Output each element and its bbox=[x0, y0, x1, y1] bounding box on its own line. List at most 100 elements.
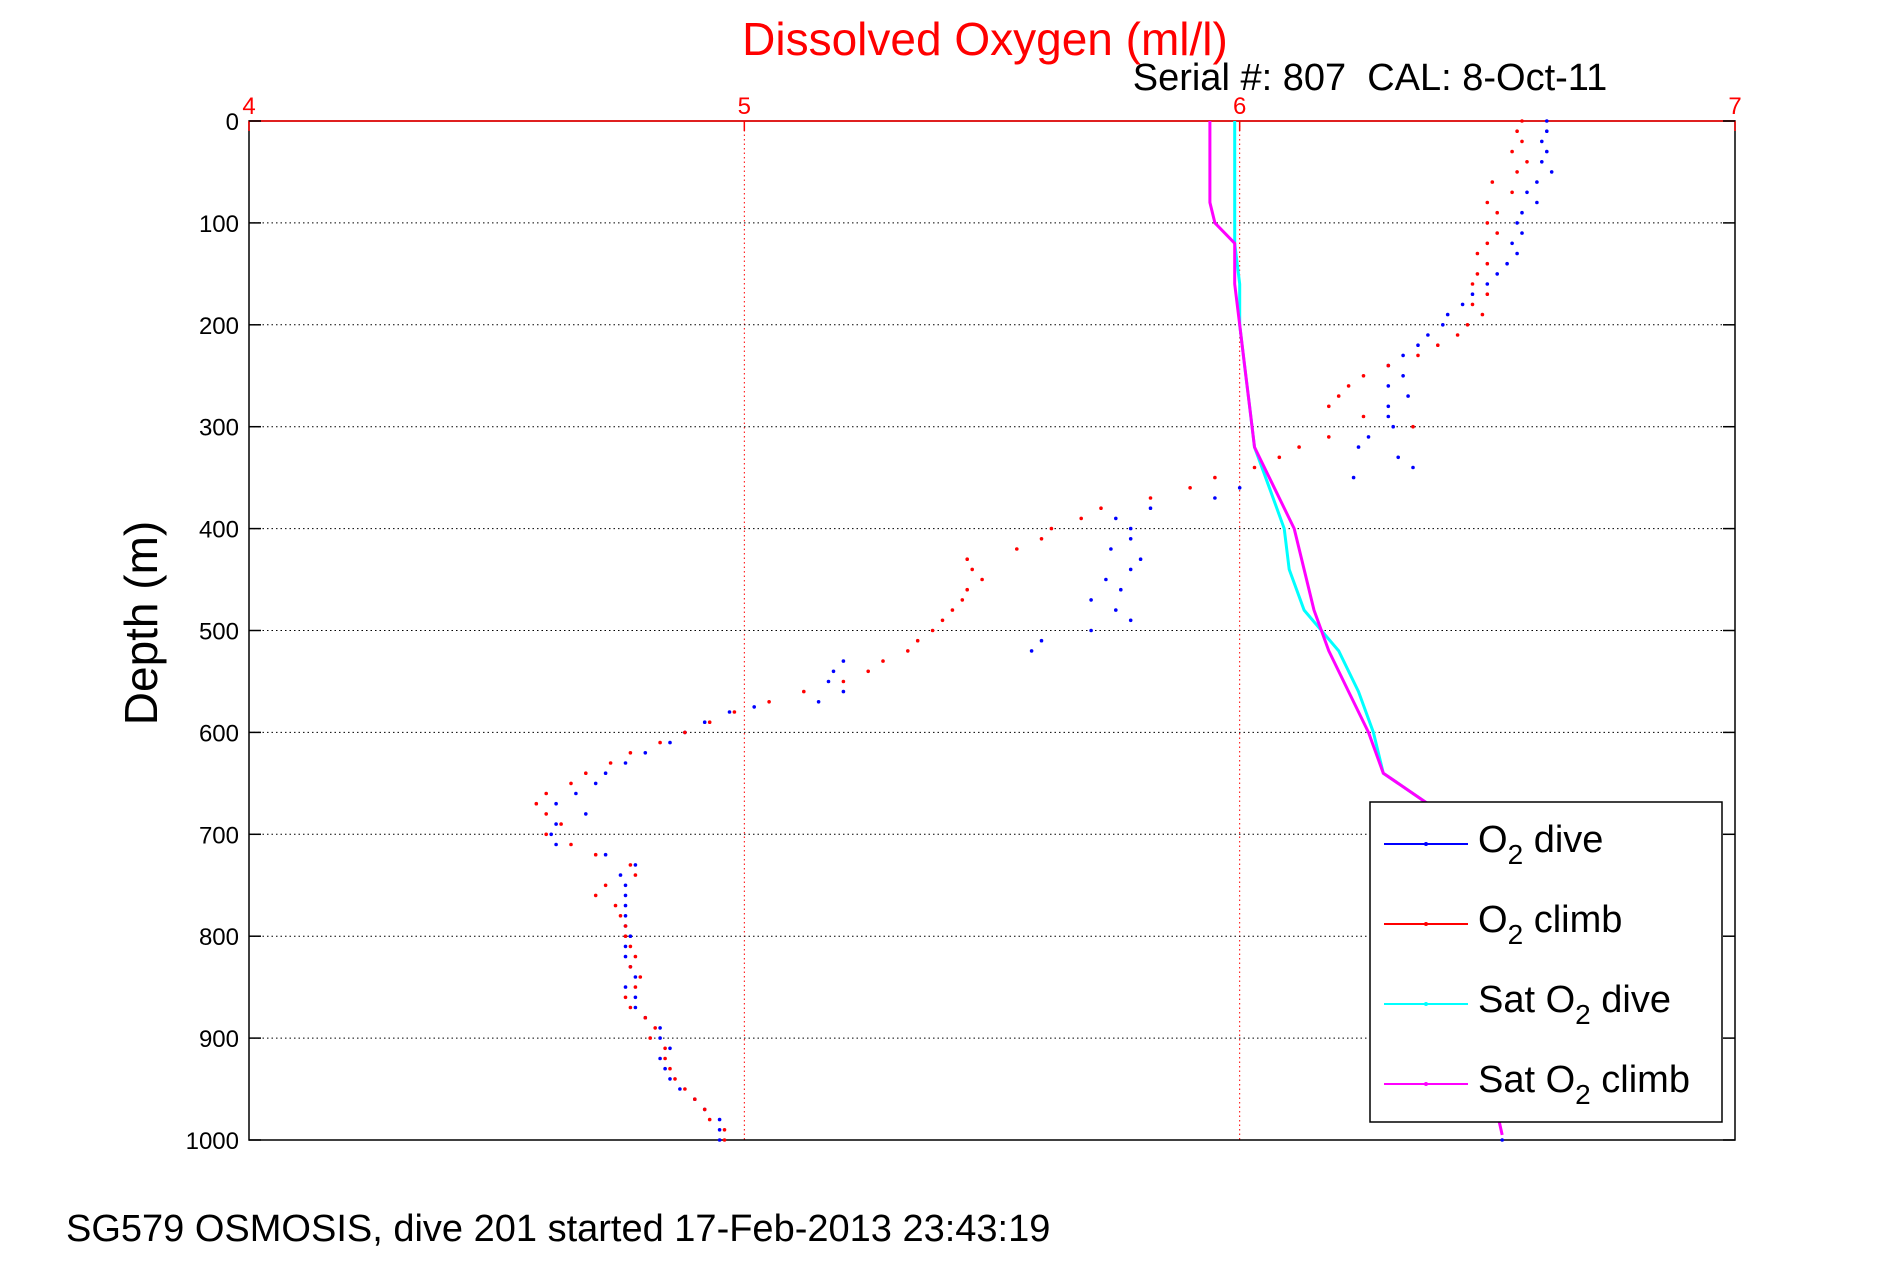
data-point bbox=[841, 689, 846, 694]
data-point bbox=[658, 740, 662, 745]
legend-label: O2 dive bbox=[1478, 819, 1603, 870]
x-tick-label: 5 bbox=[738, 93, 751, 120]
data-point bbox=[584, 771, 588, 775]
data-point bbox=[1485, 282, 1490, 286]
data-point bbox=[643, 1015, 648, 1020]
data-point bbox=[633, 975, 638, 979]
data-point bbox=[1386, 404, 1391, 409]
legend-entry: Sat O2 climb bbox=[1384, 1059, 1690, 1110]
data-point bbox=[1416, 343, 1420, 348]
legend-label-base: Sat O bbox=[1478, 979, 1575, 1021]
chart-title: Dissolved Oxygen (ml/l) bbox=[742, 13, 1228, 65]
series-o2-dive bbox=[549, 119, 1554, 1142]
series-line bbox=[1233, 121, 1429, 805]
y-tick-label: 900 bbox=[199, 1026, 239, 1053]
chart-subtitle: Serial #: 807 CAL: 8-Oct-11 bbox=[1133, 57, 1608, 99]
legend-marker bbox=[1424, 842, 1428, 846]
data-point bbox=[722, 1128, 727, 1132]
data-point bbox=[1495, 231, 1499, 235]
data-point bbox=[1029, 649, 1034, 653]
data-point bbox=[1455, 333, 1460, 337]
data-point bbox=[1545, 119, 1549, 123]
series-sat-o2-climb bbox=[1208, 121, 1504, 1136]
data-point bbox=[678, 1087, 682, 1091]
data-point bbox=[1039, 537, 1044, 541]
data-point bbox=[752, 705, 756, 709]
data-point bbox=[673, 1077, 677, 1081]
data-point bbox=[906, 649, 910, 653]
series-line bbox=[1208, 121, 1504, 1136]
y-tick-label: 700 bbox=[199, 822, 239, 849]
data-point bbox=[1336, 394, 1341, 398]
legend-marker bbox=[1424, 922, 1428, 926]
data-point bbox=[841, 679, 846, 684]
data-point bbox=[628, 944, 633, 949]
data-point bbox=[732, 710, 737, 714]
data-point bbox=[1495, 272, 1499, 276]
legend-box bbox=[1369, 801, 1723, 1123]
data-point bbox=[881, 659, 885, 663]
legend-label-base: Sat O bbox=[1478, 1059, 1575, 1101]
data-point bbox=[1104, 577, 1108, 582]
legend-entry: O2 climb bbox=[1384, 899, 1622, 950]
data-point bbox=[702, 1107, 707, 1112]
data-point bbox=[1386, 414, 1391, 419]
data-point bbox=[549, 832, 553, 837]
data-point bbox=[693, 1097, 697, 1101]
data-point bbox=[1386, 384, 1391, 388]
data-point bbox=[1510, 190, 1514, 195]
data-point bbox=[663, 1066, 667, 1071]
data-point bbox=[1114, 516, 1118, 521]
legend: O2 dive O2 climb Sat O2 dive Sat O2 climb bbox=[1369, 801, 1723, 1123]
data-point bbox=[1401, 374, 1405, 378]
data-point bbox=[648, 1036, 652, 1040]
data-point bbox=[841, 659, 846, 663]
data-point bbox=[1401, 353, 1405, 358]
data-point bbox=[1549, 170, 1554, 174]
data-point bbox=[1252, 465, 1257, 470]
y-tick-label: 100 bbox=[199, 211, 239, 238]
legend-entry: Sat O2 dive bbox=[1384, 979, 1671, 1030]
data-point bbox=[717, 1128, 722, 1132]
data-point bbox=[1128, 537, 1133, 541]
data-point bbox=[618, 873, 623, 877]
data-point bbox=[658, 1026, 662, 1030]
data-point bbox=[554, 822, 558, 826]
data-point bbox=[623, 944, 628, 949]
data-point bbox=[1356, 445, 1361, 449]
y-tick-label: 400 bbox=[199, 517, 239, 544]
data-point bbox=[1406, 394, 1410, 398]
data-point bbox=[638, 975, 643, 979]
data-point bbox=[1114, 608, 1118, 612]
data-point bbox=[1237, 486, 1242, 490]
data-point bbox=[1475, 272, 1480, 276]
data-point bbox=[1465, 323, 1470, 327]
data-point bbox=[1128, 618, 1133, 623]
series-sat-o2-dive bbox=[1233, 121, 1429, 805]
data-point bbox=[1416, 353, 1420, 358]
data-point bbox=[623, 761, 628, 765]
data-series bbox=[534, 119, 1554, 1142]
data-point bbox=[569, 842, 573, 847]
data-point bbox=[1520, 210, 1524, 215]
data-point bbox=[603, 852, 608, 857]
series-o2-climb bbox=[534, 119, 1529, 1142]
data-point bbox=[1441, 323, 1445, 327]
data-point bbox=[915, 638, 920, 643]
data-point bbox=[1351, 475, 1356, 480]
data-point bbox=[707, 720, 712, 724]
data-point bbox=[628, 934, 633, 938]
data-point bbox=[593, 852, 598, 857]
data-point bbox=[1391, 424, 1395, 429]
data-point bbox=[767, 700, 771, 704]
data-point bbox=[633, 995, 638, 1000]
data-point bbox=[930, 628, 935, 633]
legend-label-subscript: 2 bbox=[1508, 839, 1524, 870]
legend-entry: O2 dive bbox=[1384, 819, 1603, 870]
data-point bbox=[1148, 496, 1153, 500]
data-point bbox=[1485, 292, 1490, 297]
data-point bbox=[628, 863, 633, 867]
data-point bbox=[1540, 160, 1544, 164]
data-point bbox=[663, 1056, 667, 1061]
